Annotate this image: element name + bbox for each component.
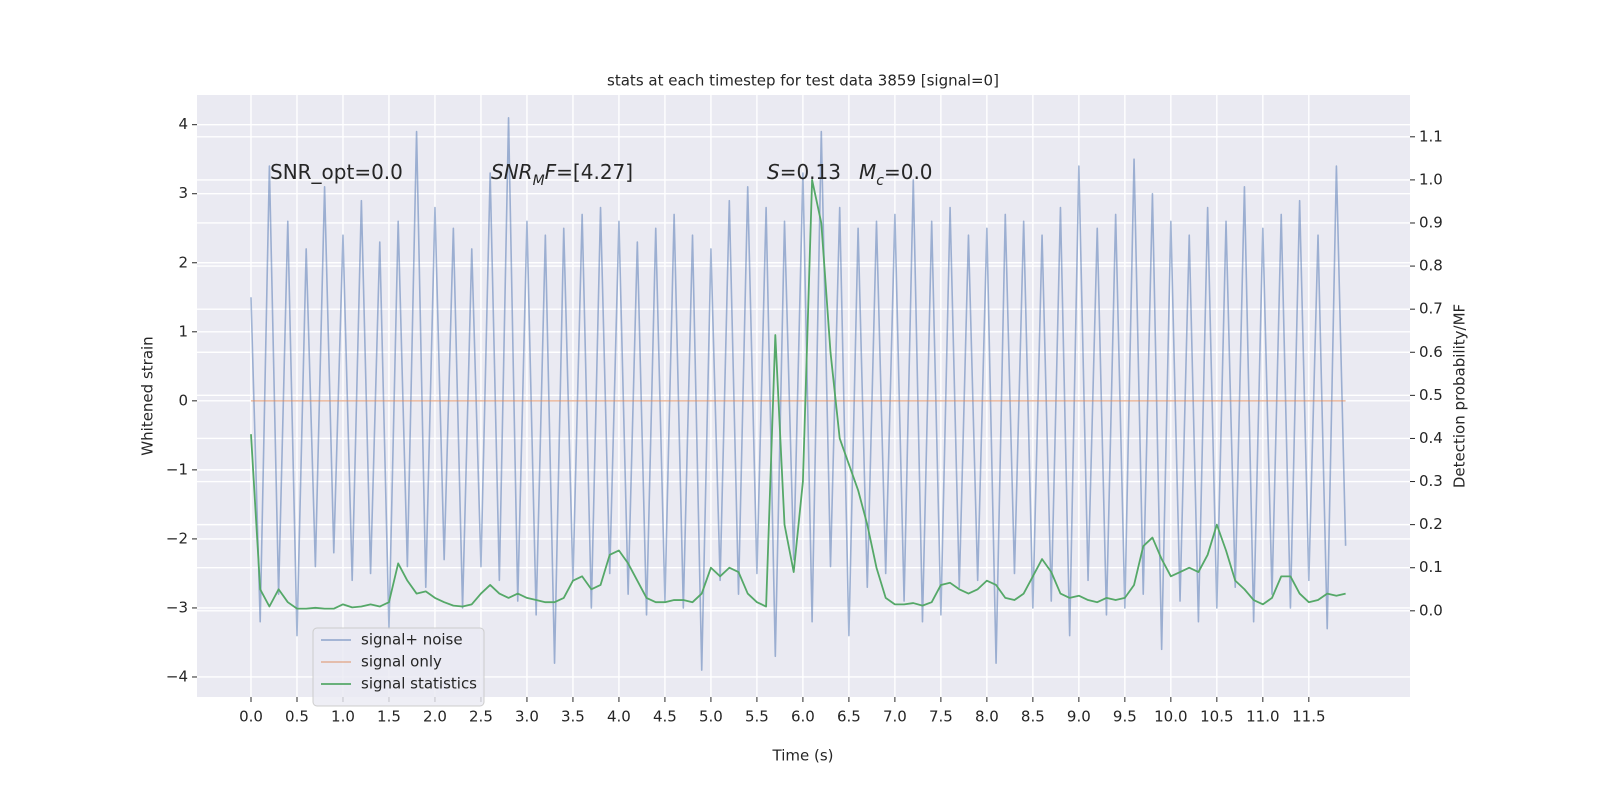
legend-label: signal+ noise <box>361 631 463 649</box>
x-tick-label: 4.5 <box>653 708 677 726</box>
y2-tick-label: 0.2 <box>1419 515 1443 533</box>
y2-tick-label: 1.0 <box>1419 170 1443 188</box>
x-tick-label: 8.0 <box>975 708 999 726</box>
x-tick-label: 8.5 <box>1021 708 1045 726</box>
y-tick-label: 0 <box>178 391 188 409</box>
y-tick-label: −4 <box>166 667 188 685</box>
x-tick-label: 5.0 <box>699 708 723 726</box>
x-tick-label: 6.0 <box>791 708 815 726</box>
x-tick-label: 7.5 <box>929 708 953 726</box>
x-tick-label: 0.5 <box>285 708 309 726</box>
x-tick-label: 4.0 <box>607 708 631 726</box>
y-tick-label: −1 <box>166 460 188 478</box>
annotation-part: =0.0 <box>884 160 933 184</box>
x-tick-label: 2.0 <box>423 708 447 726</box>
legend-box <box>312 627 485 707</box>
y2-tick-label: 0.0 <box>1419 601 1443 619</box>
annotation-part: S <box>767 160 780 184</box>
series-line <box>250 178 1346 610</box>
annotation-part: =[4.27] <box>556 160 633 184</box>
annotation: Mc=0.0 <box>859 160 933 190</box>
x-tick-label: 0.0 <box>239 708 263 726</box>
y-tick-label: 4 <box>178 115 188 133</box>
annotation-part: =0.13 <box>780 160 841 184</box>
x-tick-label: 6.5 <box>837 708 861 726</box>
x-tick-label: 11.5 <box>1292 708 1325 726</box>
annotation-part: M <box>859 160 876 184</box>
y-tick-label: 2 <box>178 253 188 271</box>
y2-tick-label: 0.4 <box>1419 429 1443 447</box>
annotation-part: c <box>876 173 884 189</box>
x-tick-label: 2.5 <box>469 708 493 726</box>
y-tick-label: −2 <box>166 529 188 547</box>
y2-axis-label: Detection probability/MF <box>1451 304 1469 488</box>
y-tick-label: −3 <box>166 598 188 616</box>
x-tick-label: 3.0 <box>515 708 539 726</box>
series-layer <box>250 116 1347 671</box>
y2-tick-label: 0.7 <box>1419 300 1443 318</box>
y-tick-label: 1 <box>178 322 188 340</box>
x-tick-label: 1.0 <box>331 708 355 726</box>
x-tick-label: 9.0 <box>1067 708 1091 726</box>
x-tick-label: 1.5 <box>377 708 401 726</box>
legend-label: signal only <box>361 653 442 671</box>
y2-tick-label: 1.1 <box>1419 127 1443 145</box>
y-axis-label: Whitened strain <box>139 336 157 455</box>
y2-tick-label: 0.1 <box>1419 558 1443 576</box>
annotation: S=0.13 <box>767 160 841 184</box>
x-tick-label: 3.5 <box>561 708 585 726</box>
x-tick-label: 11.0 <box>1246 708 1279 726</box>
series-line <box>250 116 1347 671</box>
x-tick-label: 10.5 <box>1200 708 1233 726</box>
legend-label: signal statistics <box>361 675 477 693</box>
x-tick-label: 10.0 <box>1154 708 1187 726</box>
annotation-part: F <box>545 160 557 184</box>
annotation-part: M <box>533 173 545 189</box>
y2-tick-label: 0.6 <box>1419 343 1443 361</box>
y2-tick-label: 0.8 <box>1419 257 1443 275</box>
x-tick-label: 9.5 <box>1113 708 1137 726</box>
annotation-part: SNR_opt=0.0 <box>270 160 403 184</box>
annotation-part: SNR <box>491 160 533 184</box>
chart-title: stats at each timestep for test data 385… <box>607 72 999 90</box>
y2-tick-label: 0.3 <box>1419 472 1443 490</box>
x-axis-label: Time (s) <box>772 747 834 765</box>
x-tick-label: 7.0 <box>883 708 907 726</box>
x-tick-label: 5.5 <box>745 708 769 726</box>
y2-tick-label: 0.5 <box>1419 386 1443 404</box>
annotation: SNR_opt=0.0 <box>270 160 403 184</box>
y2-tick-label: 0.9 <box>1419 213 1443 231</box>
y-tick-label: 3 <box>178 184 188 202</box>
annotation: SNRMF=[4.27] <box>491 160 633 190</box>
